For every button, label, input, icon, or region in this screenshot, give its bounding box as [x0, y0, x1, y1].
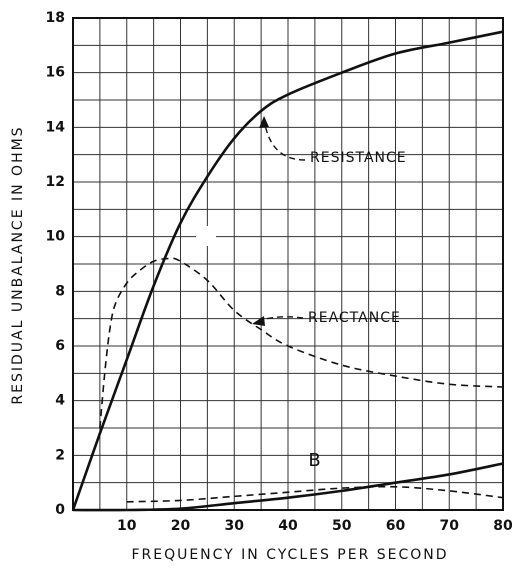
- y-tick-label: 2: [55, 447, 65, 463]
- y-tick-label: 16: [46, 65, 65, 81]
- arrowhead: [252, 316, 265, 326]
- line-series: [99, 257, 504, 429]
- label-bg: [196, 226, 216, 246]
- line-series: [71, 30, 504, 511]
- x-tick-label: 20: [171, 518, 191, 534]
- x-tick-label: 30: [225, 518, 245, 534]
- arrowhead: [259, 116, 269, 128]
- y-axis-title: RESIDUAL UNBALANCE IN OHMS: [10, 125, 26, 404]
- x-tick-label: 10: [117, 518, 137, 534]
- line-series: [126, 485, 504, 503]
- x-tick-label: 80: [493, 518, 513, 534]
- y-tick-label: 14: [46, 119, 66, 135]
- x-tick-label: 70: [440, 518, 460, 534]
- annotation: B: [308, 450, 321, 471]
- annotation: REACTANCE: [308, 310, 401, 326]
- x-tick-label: 60: [386, 518, 406, 534]
- line-series: [72, 462, 504, 512]
- x-tick-label: 50: [332, 518, 352, 534]
- x-axis-title: FREQUENCY IN CYCLES PER SECOND: [131, 547, 448, 563]
- y-tick-label: 8: [55, 283, 65, 299]
- y-tick-label: 18: [46, 10, 65, 26]
- y-tick-label: 10: [46, 229, 66, 245]
- y-tick-label: 6: [55, 338, 65, 354]
- y-tick-label: 4: [55, 393, 65, 409]
- x-tick-label: 40: [278, 518, 298, 534]
- plot-frame: [72, 17, 504, 511]
- annotation: RESISTANCE: [310, 150, 407, 166]
- y-tick-label: 0: [55, 502, 65, 518]
- pointer: [263, 117, 306, 161]
- y-tick-label: 12: [46, 174, 65, 190]
